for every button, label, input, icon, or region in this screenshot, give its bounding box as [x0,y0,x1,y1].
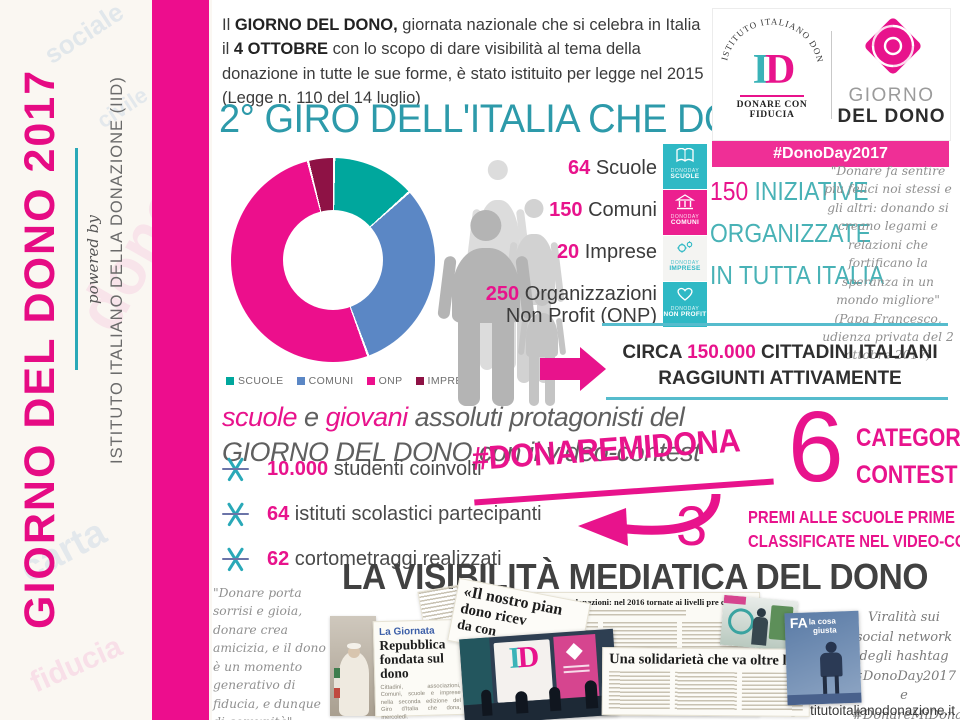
legend-swatch [226,377,234,385]
iid-underline [740,95,804,97]
tricolor-sash [334,668,340,698]
chart-legend: SCUOLE COMUNI ONP IMPRESE [226,375,477,387]
poster-title-vertical: GIORNO DEL DONO 2017 [16,68,64,630]
donoday-banner: #DonoDay2017 [712,141,949,167]
giorno-del-dono-logo: GIORNO DEL DONO [833,11,950,127]
bank-icon [674,194,696,210]
separator-line [602,323,948,326]
heart-icon [677,287,693,301]
stat-cortometraggi: 62 cortometraggi realizzati [222,546,542,572]
donut-chart [231,158,435,362]
separator-line [606,397,948,400]
three-number: 3 [676,494,708,557]
gdd-diamond-icon [864,18,921,74]
legend-item-onp: ONP [366,375,403,387]
legend-item-scuole: SCUOLE [226,375,284,387]
count-imprese: 20 Imprese [556,241,657,263]
participation-counts: 64 Scuole 150 Comuni 20 Imprese 250 Orga… [460,157,657,347]
badge-nonprofit: DONODAY NON PROFIT [663,282,707,327]
sidebar-divider-line [75,148,78,370]
premi-line2: CLASSIFICATE NEL VIDEO-CONTEST [748,531,960,551]
count-scuole: 64 Scuole [568,157,657,179]
iid-arc-text: ISTITUTO ITALIANO DONAZIONE [709,3,824,64]
legend-item-comuni: COMUNI [296,375,354,387]
family-silhouettes [437,155,576,413]
person-silhouette [437,210,535,408]
asterisk-icon [222,456,249,483]
gdd-word-giorno: GIORNO [848,85,935,106]
badge-imprese: DONODAY IMPRESE [663,236,707,281]
badge-scuole: DONODAY SCUOLE [663,144,707,189]
stat-studenti: 10.000 studenti coinvolti [222,456,542,482]
six-number: 6 [788,391,844,503]
logo-divider [831,31,832,119]
iid-tagline: DONARE CON FIDUCIA [736,100,808,120]
pope-photo [330,616,376,716]
viral-social-text: Viralità sui social network degli hashta… [852,610,960,720]
protagonisti-subtitle: scuole e giovani assoluti protagonisti d… [222,402,701,468]
giornata-body: Cittadini, associazioni, Comuni, scuole … [380,682,462,720]
intro-paragraph: Il GIORNO DEL DONO, giornata nazionale c… [222,16,704,108]
asterisk-icon [222,501,249,528]
iid-monogram: ID [752,47,796,93]
section-title-giro: 2° GIRO DELL'ITALIA CHE DONA [219,97,785,141]
organization-name-vertical: ISTITUTO ITALIANO DELLA DONAZIONE (IID) [108,76,126,464]
count-onp: 250 Organizzazioni [485,283,657,305]
citizens-reached-claim: CIRCA 150.000 CITTADINI ITALIANI RAGGIUN… [622,342,938,389]
legend-swatch [366,377,375,385]
iid-logo: ISTITUTO ITALIANO DONAZIONE ID DONARE CO… [709,3,831,120]
mattarella-quote: "Donare porta sorrisi e gioia, donare cr… [213,586,326,720]
asterisk-icon [222,546,249,573]
left-sidebar: sociale dono civile carta fiducia GIORNO… [0,0,212,720]
count-onp-line2: Non Profit (ONP) [505,305,657,327]
tv-fa-la-cosa-giusta: FA la cosa giusta [784,610,862,706]
right-arrow-icon [540,358,580,380]
curved-arrow-icon [578,494,721,546]
right-arrow-icon [580,347,606,391]
categorie-label: CATEGORIE [856,424,960,452]
stat-istituti: 64 istituti scolastici partecipanti [222,501,542,527]
papa-francesco-quote: "Donare fa sentire più felici noi stessi… [822,164,954,363]
intro-bold-date: 4 OTTOBRE [233,40,329,59]
donoday-badge-strip: DONODAY SCUOLE DONODAY COMUNI [663,144,707,328]
legend-swatch [296,377,305,385]
tv-studio-photo: ID [459,628,619,720]
newspaper-clipping-solidarieta: Una solidarietà che va oltre le emergenz… [601,647,811,717]
video-contest-stats: 10.000 studenti coinvolti 64 istituti sc… [222,456,542,591]
premi-line1: PREMI ALLE SCUOLE PRIME [748,507,955,527]
count-comuni: 150 Comuni [549,199,657,221]
sidebar-accent-bar [152,0,209,720]
intro-bold-giorno: GIORNO DEL DONO, [234,16,398,34]
gears-icon [677,241,693,253]
powered-by-label: powered by [84,215,102,305]
book-icon [676,147,694,163]
legend-swatch [415,377,424,385]
contest-label: CONTEST [856,461,958,489]
badge-comuni: DONODAY COMUNI [663,190,707,235]
gdd-word-deldono: DEL DONO [837,106,946,127]
logo-box: ISTITUTO ITALIANO DONAZIONE ID DONARE CO… [709,3,951,141]
giornata-headline: Repubblica fondata sul dono [379,636,446,682]
